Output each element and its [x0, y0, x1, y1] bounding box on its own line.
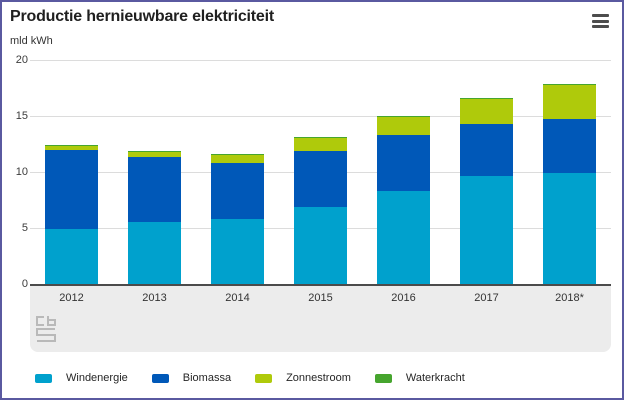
legend-label: Waterkracht	[405, 372, 465, 384]
bar-segment-biomassa[interactable]	[294, 150, 347, 207]
x-axis-label: 2015	[308, 292, 333, 304]
legend: Windenergie Biomassa Zonnestroom Waterkrach…	[35, 372, 465, 384]
stacked-bar-2012[interactable]	[45, 145, 98, 284]
x-axis-label: 2017	[474, 292, 499, 304]
x-axis-label: 2016	[391, 292, 416, 304]
y-tick-label: 5	[21, 222, 28, 234]
bar-segment-biomassa[interactable]	[460, 123, 513, 177]
menu-bar	[592, 19, 609, 23]
x-axis-label: 2012	[59, 292, 84, 304]
bar-segment-windenergie[interactable]	[128, 222, 181, 284]
page-title: Productie hernieuwbare elektriciteit	[10, 8, 274, 25]
bar-segment-zonnestroom[interactable]	[543, 84, 596, 120]
legend-label: Windenergie	[66, 372, 128, 384]
bar-segment-zonnestroom[interactable]	[211, 155, 264, 164]
bars-container	[30, 60, 611, 284]
bar-segment-waterkracht[interactable]	[377, 116, 430, 118]
stacked-bar-2013[interactable]	[128, 150, 181, 284]
y-tick-label: 10	[15, 166, 28, 178]
legend-swatch	[35, 373, 52, 383]
x-axis-label: 2013	[142, 292, 167, 304]
y-tick-label: 20	[15, 54, 28, 66]
y-tick-label: 15	[15, 110, 28, 122]
legend-item-windenergie: Windenergie	[35, 372, 128, 384]
x-axis-label: 2014	[225, 292, 250, 304]
bar-segment-waterkracht[interactable]	[45, 145, 98, 147]
menu-bar	[592, 25, 609, 28]
y-axis-tick-labels: 0 5 10 15 20	[2, 2, 28, 398]
bar-segment-biomassa[interactable]	[543, 119, 596, 174]
bar-segment-windenergie[interactable]	[211, 219, 264, 284]
x-axis-strip: 2012 2013 2014 2015 2016 2017 2018*	[30, 286, 611, 352]
legend-label: Zonnestroom	[286, 372, 351, 384]
bar-segment-zonnestroom[interactable]	[294, 138, 347, 151]
bar-segment-biomassa[interactable]	[128, 157, 181, 223]
y-axis-unit-label: mld kWh	[10, 35, 53, 47]
cbs-logo	[36, 316, 56, 342]
gridline	[30, 116, 611, 117]
bar-segment-windenergie[interactable]	[377, 191, 430, 284]
bar-segment-biomassa[interactable]	[45, 149, 98, 230]
menu-bar	[592, 14, 609, 17]
y-tick-label: 0	[21, 278, 28, 290]
legend-item-zonnestroom: Zonnestroom	[255, 372, 351, 384]
bar-segment-biomassa[interactable]	[211, 163, 264, 220]
bar-segment-windenergie[interactable]	[460, 176, 513, 284]
legend-item-waterkracht: Waterkracht	[374, 372, 465, 384]
stacked-bar-2016[interactable]	[377, 116, 430, 284]
bar-segment-windenergie[interactable]	[45, 229, 98, 284]
chart-plot-area	[30, 60, 611, 286]
bar-segment-waterkracht[interactable]	[294, 137, 347, 139]
legend-label: Biomassa	[182, 372, 232, 384]
bar-segment-windenergie[interactable]	[294, 206, 347, 284]
bar-segment-windenergie[interactable]	[543, 173, 596, 284]
bar-segment-waterkracht[interactable]	[128, 150, 181, 152]
bar-segment-zonnestroom[interactable]	[460, 99, 513, 124]
bar-segment-waterkracht[interactable]	[460, 98, 513, 100]
legend-swatch	[374, 373, 392, 383]
legend-item-biomassa: Biomassa	[151, 372, 232, 384]
stacked-bar-2018[interactable]	[543, 83, 596, 284]
gridline	[30, 60, 611, 61]
stacked-bar-2017[interactable]	[460, 98, 513, 284]
stacked-bar-2015[interactable]	[294, 137, 347, 284]
bar-segment-biomassa[interactable]	[377, 135, 430, 192]
bar-segment-zonnestroom[interactable]	[128, 151, 181, 158]
bar-segment-zonnestroom[interactable]	[45, 146, 98, 150]
legend-swatch	[255, 373, 273, 383]
hamburger-menu-icon[interactable]	[592, 13, 610, 29]
legend-swatch	[151, 373, 169, 383]
x-axis-labels: 2012 2013 2014 2015 2016 2017 2018*	[30, 286, 611, 304]
x-axis-label: 2018*	[555, 292, 584, 304]
bar-segment-waterkracht[interactable]	[211, 154, 264, 156]
stacked-bar-2014[interactable]	[211, 154, 264, 284]
bar-segment-zonnestroom[interactable]	[377, 117, 430, 136]
bar-segment-waterkracht[interactable]	[543, 83, 596, 85]
